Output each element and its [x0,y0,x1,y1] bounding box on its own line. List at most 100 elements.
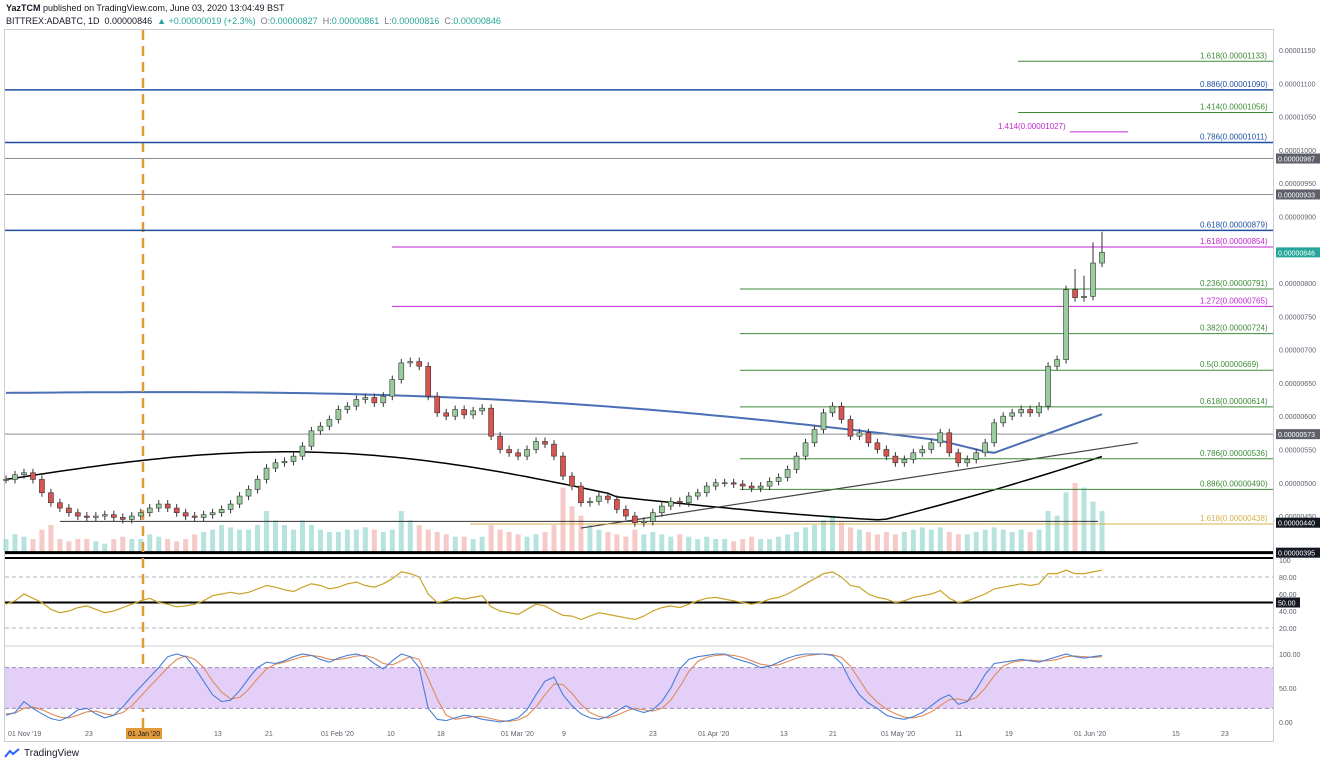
volume-bar [524,536,530,553]
fib-level-label: 0.786(0.00001011) [1200,133,1267,142]
candle-body [66,507,72,514]
volume-bar [632,529,638,553]
rsi-y-tick: 100 [1279,558,1291,565]
candle-body [75,512,81,517]
candle-body [901,459,908,464]
candle-body [784,469,791,478]
candle-body [937,432,944,444]
candle-body [12,474,18,480]
volume-bar [129,539,135,553]
x-axis-tick: 13 [214,731,222,738]
volume-bar [946,532,952,553]
candle-body [892,455,899,464]
volume-bar [776,536,782,553]
candle-body [506,449,512,454]
volume-bar [1036,529,1042,553]
volume-bar [416,525,422,553]
x-axis-tick: 01 Mar '20 [501,731,534,738]
y-axis-tick: 0.00000550 [1279,447,1316,454]
candle-body [524,449,530,457]
stoch-y-tick: 0.00 [1279,720,1293,727]
candle-body [470,410,476,416]
volume-bar [578,515,584,553]
candle-body [353,399,360,407]
volume-bar [919,527,925,553]
footer-brand[interactable]: TradingView [24,748,80,759]
candle-body [425,365,432,397]
low-label: L: [384,16,392,26]
volume-bar [380,532,386,553]
price-change: ▲ +0.00000019 (+2.3%) [157,16,256,26]
candle-body [515,452,521,457]
candle-body [614,499,620,510]
volume-bar [1009,532,1015,553]
volume-bar [883,532,889,553]
rsi-y-tick: 20.00 [1279,626,1297,633]
volume-bar [623,536,629,553]
volume-bar [865,532,871,553]
x-axis-tick: 23 [1221,731,1229,738]
candle-body [236,495,243,505]
volume-bar [641,534,647,553]
candle-body [730,482,737,485]
candle-body [461,409,467,416]
candle-body [1018,409,1024,414]
candle-body [146,507,153,514]
volume-bar [704,536,710,553]
candle-body [1045,365,1051,407]
y-axis-tick: 0.00000800 [1279,281,1316,288]
candle-body [218,509,225,514]
y-axis-tick: 0.00000950 [1279,181,1316,188]
tradingview-logo-icon [4,748,20,758]
candle-body [272,462,279,469]
volume-bar [847,527,853,553]
candle-body [48,492,54,504]
volume-bar [686,536,692,553]
candle-body [685,495,692,504]
volume-bar [111,539,117,553]
candle-body [829,405,836,414]
stoch-k-line [5,653,1103,723]
candle-body [919,449,926,454]
candle-body [955,452,962,464]
y-axis-tick: 0.00000600 [1279,414,1316,421]
candle-body [667,501,674,507]
candle-body [757,485,764,489]
x-axis-tick: 21 [265,731,273,738]
candle-body [910,452,917,460]
volume-bar [991,527,997,553]
x-tick-highlight [126,728,162,739]
volume-bar [901,532,907,553]
candle-body [191,515,198,518]
candle-body [874,442,881,450]
volume-bar [93,541,99,553]
candle-body [263,467,270,480]
candle-body [371,397,378,404]
volume-bar [955,534,961,553]
volume-bar [39,529,45,553]
axis-price-tag [1276,247,1320,258]
y-axis-tick: 0.00000500 [1279,481,1316,488]
axis-price-tag-text: 0.00000395 [1278,551,1315,558]
candle-body [407,361,414,364]
ma-100-line [5,451,1103,521]
volume-bar [1054,515,1060,553]
x-axis-tick: 11 [955,731,962,738]
volume-bar [273,520,279,553]
axis-price-tag [1276,189,1320,200]
volume-bar [147,534,153,553]
volume-bar [335,532,341,553]
ma-200-line [5,391,1103,454]
high-value: 0.00000861 [331,16,380,26]
volume-bar [892,534,898,553]
candle-body [587,501,593,504]
volume-bar [1099,511,1105,553]
close-value: 0.00000846 [453,16,501,26]
volume-bar [138,539,144,553]
y-axis-tick: 0.00000450 [1279,514,1316,521]
candle-body [1099,252,1105,264]
candle-body [308,430,315,447]
author-name[interactable]: YazTCM [6,3,41,13]
x-axis-tick: 10 [387,731,395,738]
